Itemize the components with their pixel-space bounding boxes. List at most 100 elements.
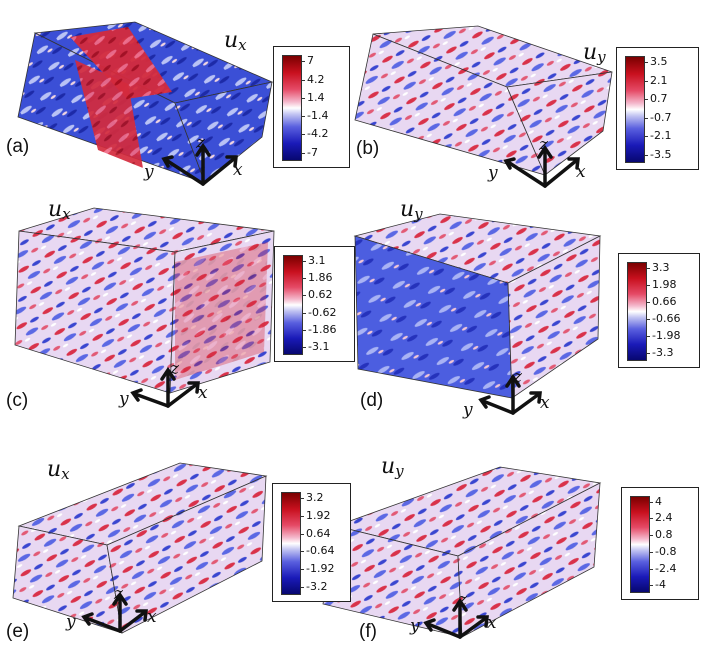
symbol-c: ux [48,197,71,223]
colorbar-tick-label: -0.62 [308,305,337,319]
colorbar-tick-label: 0.64 [306,526,331,540]
colorbar-tick-mark [303,312,306,314]
colorbar-tick-label: -4 [655,578,666,592]
axis-e-y: y [65,612,76,632]
axis-b-x: x [576,162,586,182]
colorbar-tick-label: -0.64 [306,544,335,558]
box-a [17,21,274,184]
axis-e-z: z [113,584,124,604]
axis-f-x: x [487,613,497,633]
colorbar-tick-mark [301,498,304,500]
colorbar-tick-mark [650,501,653,503]
colorbar-tick-mark [645,99,648,101]
axis-c-z: z [169,359,180,379]
colorbar-tick-label: 0.62 [308,288,333,302]
axis-f-z: z [457,590,468,610]
colorbar-tick-mark [650,585,653,587]
box-e [12,462,268,634]
colorbar-tick-mark [645,62,648,64]
colorbar-tick-mark [645,117,648,119]
panel-label-a: (a) [6,136,30,157]
colorbar-e: 3.2 1.92 0.64 -0.64 -1.92 -3.2 [272,483,351,602]
colorbar-gradient [630,496,650,593]
colorbar-tick-label: 1.4 [307,90,325,104]
colorbar-tick-mark [302,116,305,118]
colorbar-tick-label: -1.98 [652,329,681,343]
colorbar-tick-mark [303,329,306,331]
colorbar-a: 7 4.2 1.4 -1.4 -4.2 -7 [273,46,350,168]
colorbar-tick-label: 1.98 [652,277,677,291]
axis-labels: y x z y x z y x z y x z y x z y x z [65,133,586,636]
colorbar-tick-mark [302,134,305,136]
axis-a-x: x [233,160,243,180]
colorbar-tick-mark [302,152,305,154]
axes-triad-b [503,144,580,188]
symbol-b: uy [583,40,606,66]
colorbar-tick-label: -2.4 [655,561,677,575]
colorbar-tick-label: 1.92 [306,508,331,522]
colorbar-gradient [627,262,647,361]
colorbar-tick-mark [302,61,305,63]
box-f [322,466,602,638]
colorbar-tick-label: 3.5 [650,55,668,69]
axes-triad-c [130,366,200,408]
colorbar-gradient [282,55,302,161]
colorbar-d: 3.3 1.98 0.66 -0.66 -1.98 -3.3 [618,253,700,368]
panel-label-f: (f) [359,621,377,642]
colorbar-tick-label: -0.66 [652,312,681,326]
colorbar-tick-mark [302,79,305,81]
colorbar-tick-label: 3.2 [306,491,324,505]
colorbar-tick-label: 2.4 [655,511,673,525]
colorbar-tick-mark [645,80,648,82]
colorbar-tick-label: -0.7 [650,110,672,124]
colorbar-tick-mark [647,319,650,321]
colorbar-gradient [625,56,645,163]
colorbar-tick-label: 1.86 [308,271,333,285]
colorbar-tick-label: -3.1 [308,340,330,354]
colorbar-tick-mark [650,551,653,553]
colorbar-tick-mark [301,551,304,553]
panel-label-b: (b) [356,138,380,159]
colorbar-tick-label: 4 [655,494,662,508]
colorbar-tick-label: -7 [307,145,318,159]
colorbar-tick-label: 4.2 [307,72,325,86]
axis-e-x: x [147,607,157,627]
colorbar-tick-label: -1.4 [307,109,329,123]
axis-c-x: x [198,383,208,403]
symbol-f: uy [381,454,404,480]
axis-b-y: y [487,163,498,183]
colorbar-gradient [283,255,303,355]
box-c [14,207,275,394]
axes-triad-e [81,591,148,633]
colorbar-tick-mark [645,136,648,138]
colorbar-tick-mark [650,568,653,570]
symbol-d: uy [400,197,423,223]
colorbar-tick-label: -3.3 [652,346,674,360]
colorbar-tick-mark [301,533,304,535]
colorbar-tick-label: 2.1 [650,73,668,87]
colorbar-tick-mark [301,569,304,571]
colorbar-tick-mark [303,347,306,349]
colorbar-tick-mark [301,515,304,517]
colorbar-tick-label: -2.1 [650,129,672,143]
colorbar-tick-label: 7 [307,54,314,68]
panel-label-d: (d) [360,390,384,411]
colorbar-c: 3.1 1.86 0.62 -0.62 -1.86 -3.1 [274,246,355,362]
colorbar-tick-mark [645,154,648,156]
symbol-a: ux [224,28,247,54]
axis-d-x: x [540,393,550,413]
colorbar-b: 3.5 2.1 0.7 -0.7 -2.1 -3.5 [616,47,699,170]
axes-triad-d [478,373,542,415]
colorbar-tick-mark [301,586,304,588]
panel-label-e: (e) [6,621,30,642]
colorbar-gradient [281,492,301,595]
axes-triad-f [423,597,489,639]
colorbar-tick-label: -3.5 [650,147,672,161]
colorbar-tick-mark [650,535,653,537]
colorbar-tick-label: -1.92 [306,562,335,576]
colorbar-tick-mark [303,260,306,262]
panel-label-c: (c) [6,390,29,411]
colorbar-tick-label: -1.86 [308,322,337,336]
colorbar-tick-label: 3.1 [308,253,326,267]
